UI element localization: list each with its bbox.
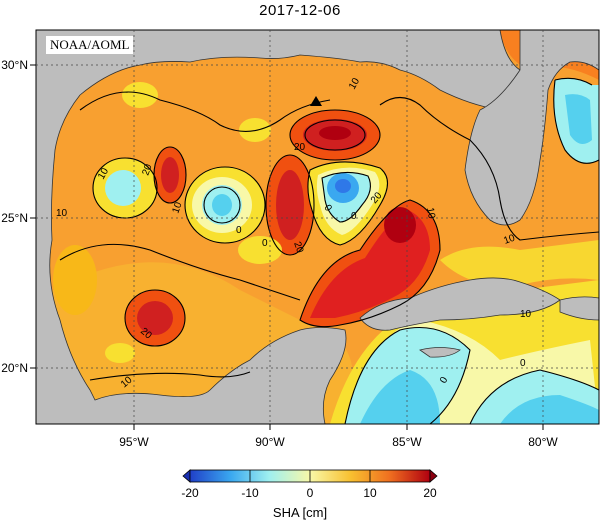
lon-tick-label: 90°W	[255, 435, 285, 449]
colorbar-tick: -10	[241, 486, 259, 500]
lon-tick-label: 95°W	[119, 435, 149, 449]
map-frame	[35, 29, 600, 425]
contour-label: 10	[520, 309, 532, 320]
colorbar-tick: -20	[181, 486, 199, 500]
agency-label: NOAA/AOML	[46, 36, 134, 54]
colorbar: -20 -10 0 10 20	[181, 469, 438, 500]
colorbar-tick: 0	[307, 486, 314, 500]
anomaly-field	[36, 30, 599, 424]
lat-tick-label: 25°N	[1, 211, 28, 225]
map-title: 2017-12-06	[259, 2, 341, 19]
lon-tick-label: 85°W	[392, 435, 422, 449]
colorbar-tick: 10	[363, 486, 377, 500]
contour-label: 0	[236, 225, 242, 236]
lat-tick-label: 20°N	[1, 361, 28, 375]
contour-label: 10	[424, 207, 437, 220]
contour-label: 10	[170, 200, 184, 215]
contour-label: 10	[502, 233, 517, 247]
contour-label: 20	[291, 240, 305, 255]
sha-contours	[59, 77, 599, 424]
contour-label: 10	[56, 208, 68, 219]
colorbar-label: SHA [cm]	[272, 505, 328, 520]
contour-label: 0	[351, 211, 357, 222]
contour-label: 0	[438, 375, 451, 386]
contour-label: 10	[96, 166, 111, 182]
colorbar-tick: 20	[423, 486, 437, 500]
contour-label: 0	[321, 203, 334, 214]
lat-tick-label: 30°N	[1, 58, 28, 72]
land-masses	[36, 30, 599, 424]
contour-label: 0	[520, 358, 526, 369]
contour-label: 20	[294, 142, 306, 153]
contour-label: 0	[262, 238, 268, 249]
lon-tick-label: 80°W	[528, 435, 558, 449]
triangle-marker	[310, 96, 322, 106]
contour-label: 10	[347, 76, 362, 92]
contour-label: 20	[140, 162, 154, 177]
graticule	[36, 30, 599, 424]
